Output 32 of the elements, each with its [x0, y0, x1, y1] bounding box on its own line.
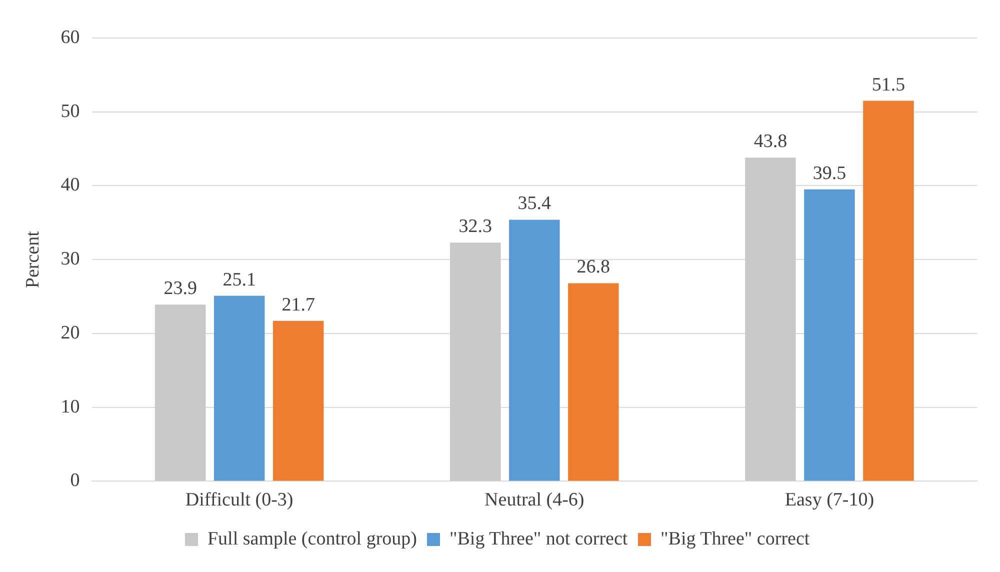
bar	[804, 189, 855, 481]
x-tick-label: Difficult (0-3)	[185, 490, 294, 511]
data-label: 51.5	[872, 74, 906, 96]
data-label: 25.1	[222, 269, 256, 290]
bar	[450, 242, 501, 481]
data-label: 35.4	[518, 193, 552, 214]
legend-label: "Big Three" correct	[660, 528, 810, 550]
x-tick-label: Easy (7-10)	[784, 490, 874, 511]
x-tick-label: Neutral (4-6)	[484, 490, 584, 511]
bar	[272, 320, 324, 481]
bar	[509, 220, 560, 481]
legend-label: Full sample (control group)	[207, 528, 417, 550]
y-tick-label: 30	[60, 248, 80, 270]
bar	[863, 100, 914, 481]
y-tick-label: 50	[60, 100, 80, 122]
y-tick-label: 10	[60, 396, 80, 418]
bar	[154, 304, 206, 481]
data-label: 21.7	[282, 294, 315, 316]
y-tick-label: 40	[60, 174, 80, 196]
y-tick-label: 0	[70, 470, 80, 492]
bar	[568, 283, 619, 481]
y-tick-label: 20	[60, 322, 80, 344]
data-label: 43.8	[754, 131, 788, 152]
bar	[745, 158, 796, 481]
bar	[214, 296, 265, 481]
data-label: 39.5	[812, 162, 846, 184]
data-label: 32.3	[458, 216, 492, 238]
data-label: 23.9	[164, 278, 197, 300]
legend-label: "Big Three" not correct	[449, 528, 628, 550]
data-label: 26.8	[576, 256, 610, 278]
y-axis-title: Percent	[22, 230, 44, 288]
y-tick-label: 60	[60, 26, 80, 48]
